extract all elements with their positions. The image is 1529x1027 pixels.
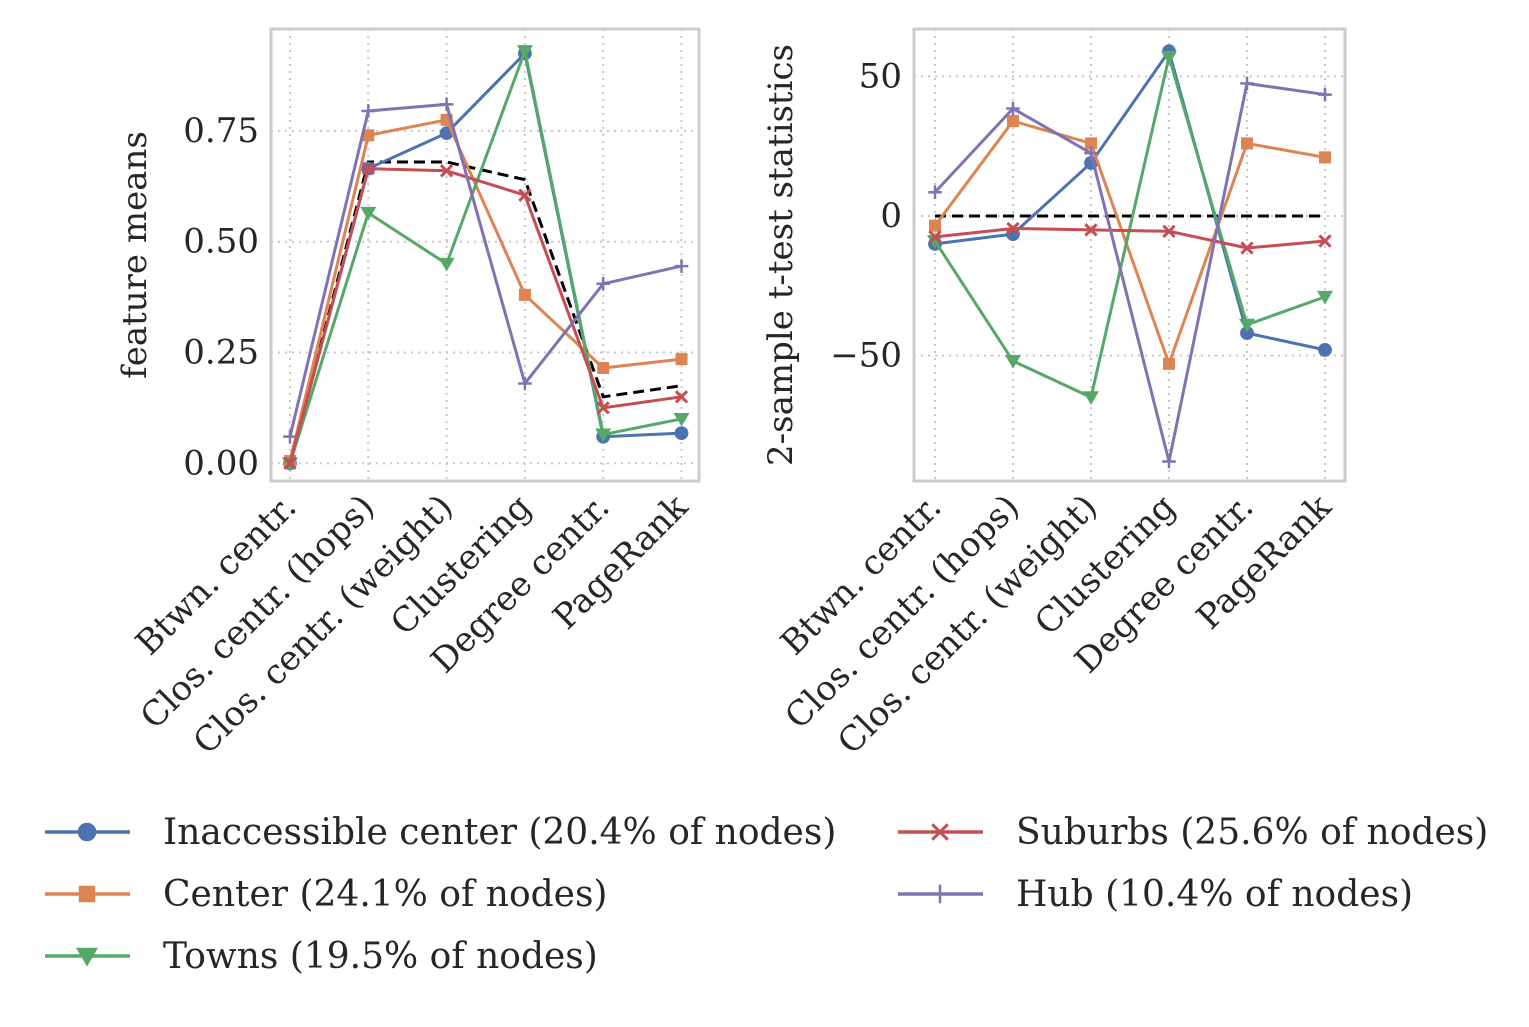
series-center — [929, 115, 1331, 370]
data-point — [1006, 221, 1020, 236]
data-point — [361, 161, 375, 176]
legend: Inaccessible center (20.4% of nodes) Cent… — [45, 812, 1488, 977]
data-point — [595, 428, 612, 443]
series-line — [288, 50, 682, 464]
data-point — [1239, 318, 1255, 333]
data-point — [596, 277, 610, 291]
y-tick-label: 0.00 — [183, 443, 259, 483]
y-tick-label: 0.50 — [183, 222, 259, 262]
legend-label: Towns (19.5% of nodes) — [163, 936, 598, 977]
y-axis-title: 2-sample t-test statistics — [761, 44, 801, 466]
series-hub — [283, 97, 689, 444]
legend-label: Suburbs (25.6% of nodes) — [1016, 812, 1488, 853]
legend-label: Inaccessible center (20.4% of nodes) — [163, 812, 836, 853]
legend-marker — [78, 885, 96, 903]
data-point — [516, 45, 533, 59]
data-point — [675, 353, 688, 366]
data-point — [928, 185, 942, 200]
data-point — [439, 97, 454, 112]
data-point — [597, 362, 610, 374]
legend-entry-center: Center (24.1% of nodes) — [45, 874, 607, 915]
data-point — [1317, 290, 1333, 305]
data-point — [1005, 355, 1021, 369]
data-point — [1318, 234, 1332, 248]
data-point — [518, 376, 532, 391]
data-point — [1240, 76, 1254, 91]
data-point — [1241, 137, 1253, 150]
data-point — [360, 206, 377, 221]
legend-marker — [76, 947, 98, 967]
series-line — [934, 47, 1326, 352]
series-towns — [927, 50, 1333, 405]
data-point — [1163, 357, 1175, 370]
series-line — [933, 119, 1326, 369]
data-point — [1084, 223, 1098, 237]
legend-entry-suburbs: Suburbs (25.6% of nodes) — [898, 812, 1488, 853]
series-hub — [928, 76, 1332, 469]
legend-entry-hub: Hub (10.4% of nodes) — [898, 874, 1413, 915]
data-point — [518, 288, 531, 301]
plot-area — [282, 45, 690, 471]
legend-marker — [77, 822, 97, 842]
series-center — [284, 113, 688, 468]
series-line — [934, 226, 1326, 250]
data-point — [1319, 151, 1331, 164]
data-point — [1006, 101, 1020, 116]
data-point — [518, 188, 532, 202]
data-point — [674, 259, 689, 273]
y-tick-label: 0 — [880, 196, 902, 236]
axes-frame — [269, 27, 701, 483]
data-point — [927, 235, 943, 249]
legend-marker — [931, 823, 949, 841]
data-point — [929, 219, 941, 232]
legend-marker — [930, 884, 950, 904]
data-point — [439, 164, 454, 178]
data-point — [1318, 87, 1332, 102]
y-axis-title: feature means — [115, 131, 155, 379]
series-line — [288, 102, 682, 438]
data-point — [1084, 146, 1098, 160]
series-suburbs — [928, 221, 1332, 255]
legend-label: Hub (10.4% of nodes) — [1016, 874, 1413, 915]
y-tick-label: 0.75 — [183, 111, 259, 151]
legend-label: Center (24.1% of nodes) — [163, 874, 607, 915]
y-tick-label: 0.25 — [183, 332, 259, 372]
data-point — [596, 401, 610, 415]
series-line — [933, 50, 1326, 400]
series-line — [933, 81, 1326, 462]
data-point — [1162, 224, 1176, 238]
legend-entry-inaccessible-center: Inaccessible center (20.4% of nodes) — [45, 812, 836, 853]
data-point — [674, 390, 689, 404]
data-point — [283, 429, 297, 444]
y-tick-label: −50 — [830, 335, 902, 375]
data-point — [1240, 241, 1254, 255]
data-point — [438, 257, 455, 272]
axes-frame — [912, 27, 1347, 483]
data-point — [1085, 137, 1097, 150]
data-point — [673, 412, 690, 427]
data-point — [674, 426, 689, 441]
data-point — [1162, 454, 1176, 469]
data-point — [283, 456, 297, 470]
series-line — [288, 45, 682, 464]
data-point — [361, 104, 376, 118]
data-point — [1161, 50, 1177, 65]
legend-entry-towns: Towns (19.5% of nodes) — [45, 936, 598, 977]
plot-area — [927, 44, 1333, 469]
data-point — [1318, 342, 1332, 357]
data-point — [928, 230, 942, 244]
data-point — [362, 129, 375, 142]
y-tick-label: 50 — [859, 56, 902, 96]
data-point — [1083, 391, 1099, 405]
series-suburbs — [283, 161, 689, 470]
series-line — [288, 118, 682, 462]
data-point — [1007, 115, 1019, 128]
series-line — [288, 167, 682, 464]
